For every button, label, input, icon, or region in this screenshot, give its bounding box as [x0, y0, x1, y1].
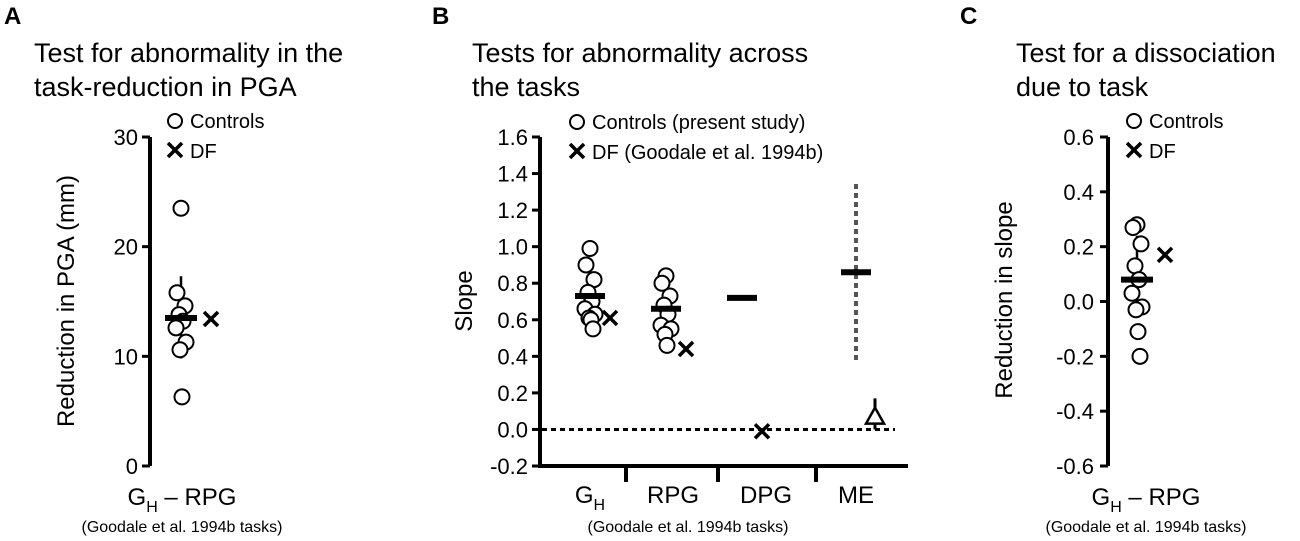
- df-point: [1156, 246, 1174, 264]
- panel-c-marks: [1121, 216, 1174, 365]
- control-point: [658, 336, 676, 354]
- panel-c-y-axis-label: Reduction in slope: [991, 201, 1018, 398]
- df-cross-stroke: [601, 309, 619, 327]
- panel-b-y-ticks: -0.2 0.0 0.2 0.4 0.6 0.8 1.0 1.2 1.4 1.6: [490, 125, 540, 479]
- control-point: [168, 284, 186, 302]
- legend-controls-circle-icon: [1126, 113, 1142, 129]
- df-cross-stroke: [202, 310, 220, 328]
- control-point: [1127, 301, 1145, 319]
- panel-a-note: (Goodale et al. 1994b tasks): [81, 519, 282, 536]
- y-tick-label: -0.6: [1056, 454, 1094, 479]
- control-point: [1132, 235, 1150, 253]
- y-tick-label: 10: [114, 344, 138, 369]
- y-tick-label: 0.4: [497, 344, 528, 369]
- panel-b-x-labels: GH RPG DPG ME: [575, 482, 874, 514]
- y-tick-label: 0.6: [1063, 125, 1094, 150]
- panel-c-legend-df: DF: [1149, 141, 1176, 163]
- panel-a-letter: A: [4, 3, 21, 30]
- df-cross-stroke: [753, 423, 771, 440]
- df-cross-stroke: [1156, 246, 1174, 264]
- df-point: [202, 310, 220, 328]
- panel-c-x-label: GH – RPG: [1092, 484, 1201, 516]
- df-point: [677, 340, 695, 358]
- panel-c-legend-controls: Controls: [1149, 111, 1223, 133]
- panel-a-title-line-1: Test for abnormality in the: [34, 38, 343, 68]
- control-point: [584, 320, 602, 338]
- panel-b-x-label-gh: GH: [575, 482, 605, 514]
- y-tick-label: 0: [126, 454, 138, 479]
- y-tick-label: -0.2: [490, 454, 528, 479]
- panel-a-legend: Controls DF: [166, 111, 264, 163]
- panel-a-title-line-2: task-reduction in PGA: [34, 72, 297, 102]
- control-point: [171, 341, 189, 359]
- control-point: [581, 239, 599, 257]
- control-point: [1126, 257, 1144, 275]
- panel-a-marks: [165, 199, 220, 406]
- y-tick-label: 20: [114, 235, 138, 260]
- legend-controls-circle-icon: [569, 114, 585, 130]
- panel-c: C Test for a dissociation due to task -0…: [960, 3, 1276, 536]
- control-point: [172, 199, 190, 217]
- panel-b-category-separators: [624, 466, 818, 482]
- panel-b-title-line-1: Tests for abnormality across: [472, 38, 808, 68]
- panel-c-title-line-2: due to task: [1016, 72, 1149, 102]
- control-point: [173, 388, 191, 406]
- y-tick-label: 0.4: [1063, 180, 1094, 205]
- y-tick-label: 1.2: [497, 198, 528, 223]
- y-tick-label: 1.6: [497, 125, 528, 150]
- panel-b-letter: B: [432, 3, 449, 30]
- control-point: [1129, 323, 1147, 341]
- panel-a-y-ticks: 0 10 20 30: [114, 125, 150, 479]
- control-point: [1123, 284, 1141, 302]
- df-point: [753, 423, 771, 440]
- panel-b: B Tests for abnormality across the tasks…: [432, 3, 908, 536]
- panel-b-legend-controls: Controls (present study): [592, 112, 805, 134]
- panel-a: A Test for abnormality in the task-reduc…: [4, 3, 343, 536]
- panel-b-legend: Controls (present study) DF (Goodale et …: [568, 112, 823, 164]
- y-tick-label: 0.6: [497, 308, 528, 333]
- panel-b-legend-df: DF (Goodale et al. 1994b): [592, 142, 823, 164]
- control-point: [167, 319, 185, 337]
- panel-c-y-ticks: -0.6 -0.4 -0.2 0.0 0.2 0.4 0.6: [1056, 125, 1108, 479]
- panel-a-y-axis-label: Reduction in PGA (mm): [53, 175, 80, 427]
- y-tick-label: 0.2: [497, 381, 528, 406]
- panel-b-x-label-me: ME: [838, 482, 874, 509]
- panel-c-title-line-1: Test for a dissociation: [1016, 38, 1276, 68]
- control-point: [653, 274, 671, 292]
- panel-c-note: (Goodale et al. 1994b tasks): [1045, 519, 1246, 536]
- y-tick-label: 0.0: [1063, 290, 1094, 315]
- y-tick-label: 1.0: [497, 235, 528, 260]
- y-tick-label: 1.4: [497, 162, 528, 187]
- y-tick-label: -0.2: [1056, 344, 1094, 369]
- panel-b-marks: [542, 182, 895, 440]
- control-point: [1131, 347, 1149, 365]
- panel-c-legend: Controls DF: [1125, 111, 1223, 163]
- panel-b-y-axis-label: Slope: [451, 270, 478, 331]
- panel-a-legend-controls: Controls: [190, 111, 264, 133]
- control-point: [577, 256, 595, 274]
- panel-a-x-label: GH – RPG: [128, 484, 237, 516]
- df-point: [601, 309, 619, 327]
- y-tick-label: 0.8: [497, 271, 528, 296]
- panel-a-legend-df: DF: [190, 141, 217, 163]
- panel-b-x-label-rpg: RPG: [647, 482, 699, 509]
- me-triangle-marker: [863, 405, 887, 425]
- y-tick-label: 0.2: [1063, 235, 1094, 260]
- panel-b-x-label-dpg: DPG: [740, 482, 792, 509]
- control-point: [1124, 218, 1142, 236]
- panel-b-title-line-2: the tasks: [472, 72, 580, 102]
- y-tick-label: 30: [114, 125, 138, 150]
- panel-c-letter: C: [960, 3, 977, 30]
- y-tick-label: 0.0: [497, 417, 528, 442]
- df-cross-stroke: [677, 340, 695, 358]
- y-tick-label: -0.4: [1056, 399, 1094, 424]
- panel-b-note: (Goodale et al. 1994b tasks): [587, 519, 788, 536]
- legend-controls-circle-icon: [167, 113, 183, 129]
